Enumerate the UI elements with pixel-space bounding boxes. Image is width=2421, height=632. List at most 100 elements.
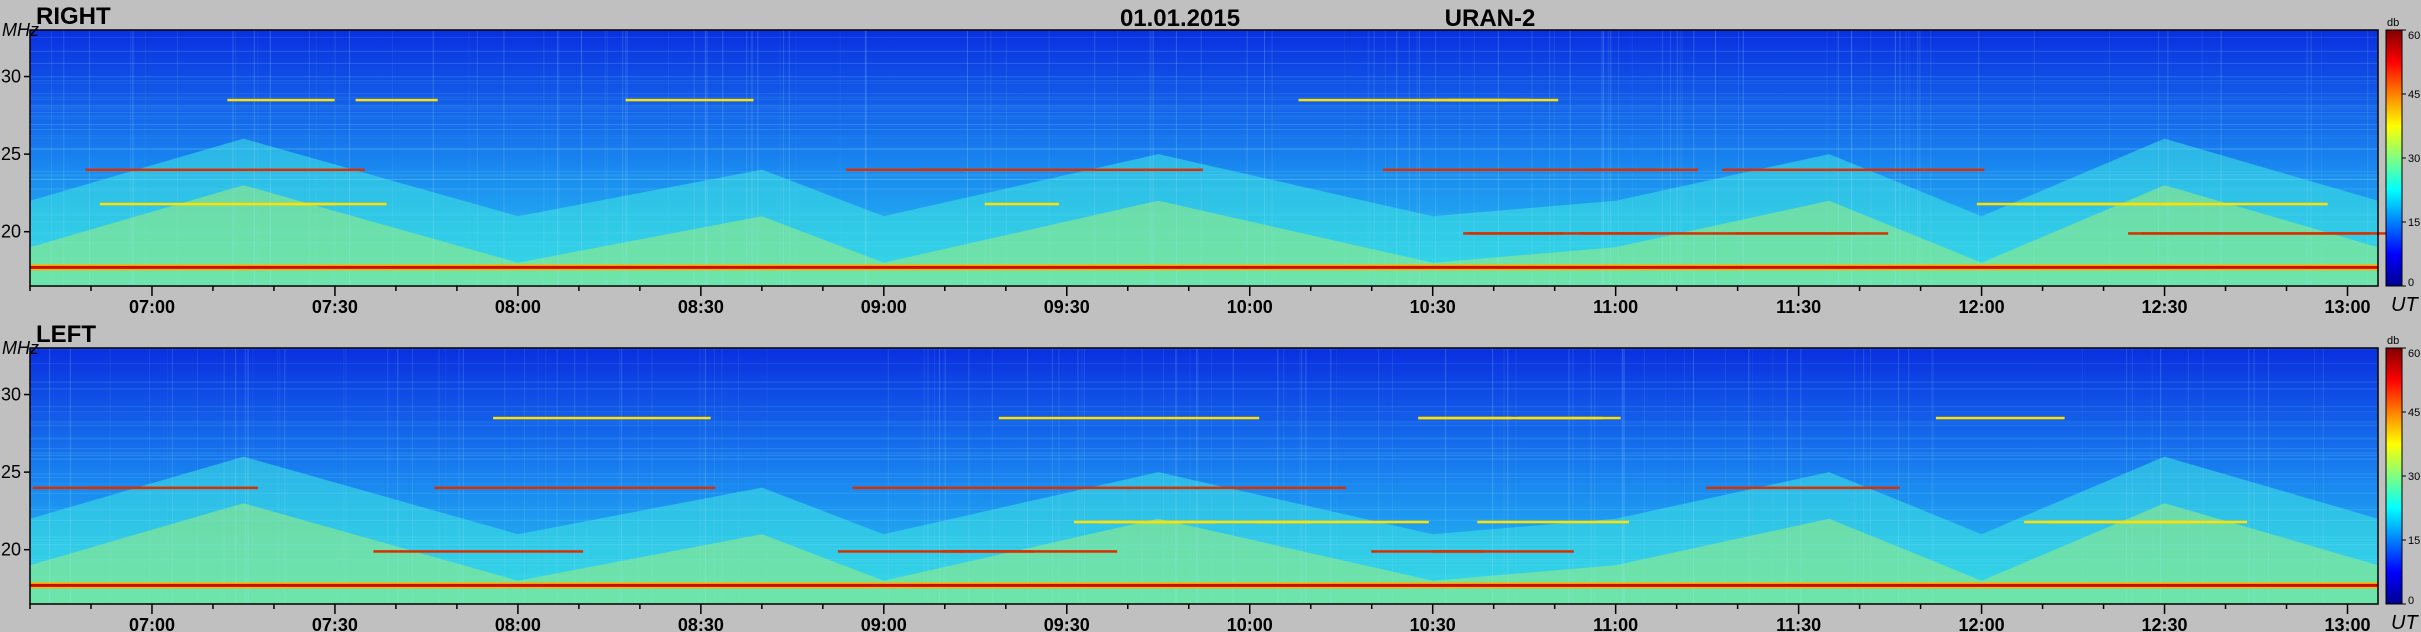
- x-tick-label: 10:00: [1227, 615, 1273, 632]
- interference-streak: [581, 30, 583, 286]
- interference-streak: [1391, 348, 1393, 604]
- interference-streak: [606, 30, 608, 286]
- interference-streak: [1738, 30, 1740, 286]
- interference-streak: [149, 348, 151, 604]
- interference-streak: [1643, 348, 1645, 604]
- noise-line: [30, 507, 2378, 509]
- noise-line: [30, 590, 2378, 592]
- interference-line: [1477, 520, 1629, 524]
- x-tick-label: 12:00: [1959, 615, 2005, 632]
- interference-streak: [1748, 348, 1750, 604]
- noise-line: [30, 420, 2378, 422]
- interference-streak: [1684, 348, 1685, 604]
- interference-line: [2048, 520, 2194, 524]
- interference-streak: [766, 348, 768, 604]
- interference-streak: [1978, 30, 1980, 286]
- interference-streak: [1368, 30, 1370, 286]
- y-tick-label: 20: [1, 222, 21, 242]
- colorbar: [2385, 29, 2403, 287]
- interference-streak: [524, 348, 525, 604]
- x-tick-label: 08:30: [678, 297, 724, 317]
- interference-streak: [476, 30, 478, 286]
- interference-streak: [1930, 30, 1932, 286]
- interference-streak: [580, 30, 582, 286]
- noise-line: [30, 129, 2378, 130]
- interference-streak: [705, 348, 706, 604]
- x-tick-label: 10:00: [1227, 297, 1273, 317]
- interference-streak: [637, 348, 639, 604]
- interference-streak: [704, 30, 706, 286]
- noise-line: [30, 174, 2378, 176]
- interference-streak: [2322, 348, 2324, 604]
- interference-line: [1735, 232, 1889, 235]
- interference-streak: [232, 30, 234, 286]
- noise-line: [30, 214, 2378, 216]
- interference-streak: [1384, 30, 1386, 286]
- interference-streak: [284, 348, 286, 604]
- interference-streak: [468, 30, 470, 286]
- interference-streak: [1124, 348, 1126, 604]
- interference-streak: [2367, 30, 2369, 286]
- interference-streak: [927, 348, 929, 604]
- interference-line: [2141, 232, 2370, 235]
- envelope-core: [30, 185, 2378, 286]
- interference-streak: [1851, 30, 1853, 286]
- noise-line: [30, 245, 2378, 247]
- noise-line: [30, 178, 2378, 180]
- interference-line: [1432, 550, 1574, 553]
- interference-streak: [703, 348, 705, 604]
- interference-line: [1463, 232, 1653, 235]
- interference-streak: [1836, 30, 1838, 286]
- interference-streak: [1141, 348, 1143, 604]
- colorbar-tick-label: 60: [2408, 30, 2420, 42]
- interference-streak: [1919, 30, 1921, 286]
- interference-streak: [1445, 348, 1447, 604]
- x-tick-label: 10:30: [1410, 297, 1456, 317]
- interference-streak: [1899, 30, 1901, 286]
- interference-streak: [392, 30, 393, 286]
- x-tick-label: 12:30: [2142, 615, 2188, 632]
- noise-line: [30, 178, 2378, 180]
- interference-line: [918, 168, 1203, 172]
- interference-streak: [1607, 30, 1609, 286]
- noise-line: [30, 112, 2378, 114]
- noise-line: [30, 455, 2378, 457]
- interference-streak: [503, 30, 505, 286]
- noise-line: [30, 104, 2378, 106]
- interference-streak: [1715, 30, 1716, 286]
- interference-streak: [558, 30, 560, 286]
- interference-streak: [1503, 348, 1505, 604]
- interference-streak: [1283, 348, 1285, 604]
- interference-streak: [968, 348, 970, 604]
- noise-line: [30, 62, 2378, 64]
- interference-streak: [1863, 348, 1865, 604]
- interference-streak: [1081, 348, 1083, 604]
- interference-streak: [556, 348, 558, 604]
- x-tick-label: 07:30: [312, 297, 358, 317]
- interference-streak: [1152, 30, 1154, 286]
- noise-line: [30, 76, 2378, 78]
- interference-streak: [2151, 348, 2153, 604]
- interference-streak: [667, 30, 669, 286]
- x-tick-label: 09:30: [1044, 297, 1090, 317]
- interference-streak: [197, 348, 198, 604]
- colorbar-tick-label: 15: [2408, 217, 2420, 229]
- noise-line: [30, 473, 2378, 475]
- interference-streak: [1336, 348, 1338, 604]
- interference-streak: [1299, 348, 1301, 604]
- interference-streak: [458, 348, 460, 604]
- interference-streak: [253, 30, 255, 286]
- x-tick-label: 11:30: [1776, 297, 1821, 317]
- interference-streak: [1084, 348, 1085, 604]
- interference-streak: [1618, 30, 1620, 286]
- interference-streak: [257, 30, 259, 286]
- x-tick-label: 07:00: [129, 297, 175, 317]
- interference-streak: [1854, 348, 1856, 604]
- interference-streak: [738, 348, 740, 604]
- interference-streak: [839, 30, 841, 286]
- interference-streak: [788, 30, 790, 286]
- interference-streak: [751, 30, 753, 286]
- interference-streak: [1670, 30, 1671, 286]
